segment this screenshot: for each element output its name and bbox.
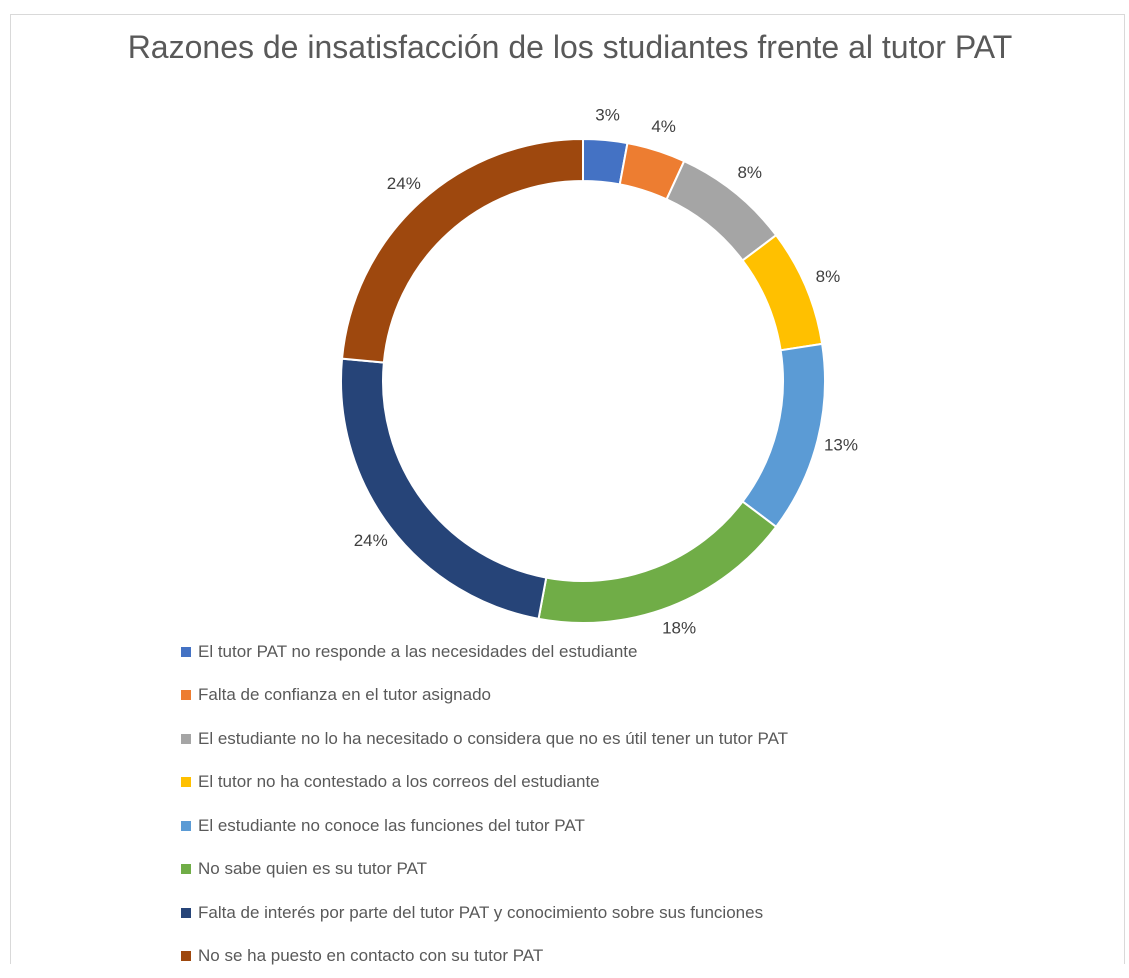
legend: El tutor PAT no responde a las necesidad… [181,630,788,978]
legend-label: No se ha puesto en contacto con su tutor… [198,946,543,966]
legend-label: El estudiante no conoce las funciones de… [198,816,585,836]
legend-item: No sabe quien es su tutor PAT [181,848,788,892]
legend-swatch [181,690,191,700]
legend-item: El estudiante no lo ha necesitado o cons… [181,717,788,761]
legend-swatch [181,908,191,918]
legend-swatch [181,647,191,657]
data-label: 24% [387,174,421,193]
legend-swatch [181,777,191,787]
legend-label: Falta de confianza en el tutor asignado [198,685,491,705]
data-label: 8% [737,163,762,182]
legend-item: El estudiante no conoce las funciones de… [181,804,788,848]
donut-slice [342,139,583,363]
donut-slice [743,344,825,527]
legend-label: El estudiante no lo ha necesitado o cons… [198,729,788,749]
data-label: 3% [595,106,620,125]
data-label: 13% [824,435,858,454]
legend-item: El tutor PAT no responde a las necesidad… [181,630,788,674]
legend-swatch [181,951,191,961]
legend-swatch [181,864,191,874]
legend-item: Falta de confianza en el tutor asignado [181,674,788,718]
data-label: 8% [816,267,841,286]
donut-slice [341,359,546,619]
legend-swatch [181,821,191,831]
data-label: 4% [651,117,676,136]
legend-label: El tutor PAT no responde a las necesidad… [198,642,637,662]
donut-slice [743,235,823,350]
legend-label: El tutor no ha contestado a los correos … [198,772,600,792]
legend-swatch [181,734,191,744]
legend-label: Falta de interés por parte del tutor PAT… [198,903,763,923]
legend-label: No sabe quien es su tutor PAT [198,859,427,879]
legend-item: Falta de interés por parte del tutor PAT… [181,891,788,935]
data-label: 24% [354,531,388,550]
donut-slice [539,502,777,623]
page: {"chart_data": {"type": "donut", "title"… [0,0,1129,954]
legend-item: El tutor no ha contestado a los correos … [181,761,788,805]
legend-item: No se ha puesto en contacto con su tutor… [181,935,788,978]
